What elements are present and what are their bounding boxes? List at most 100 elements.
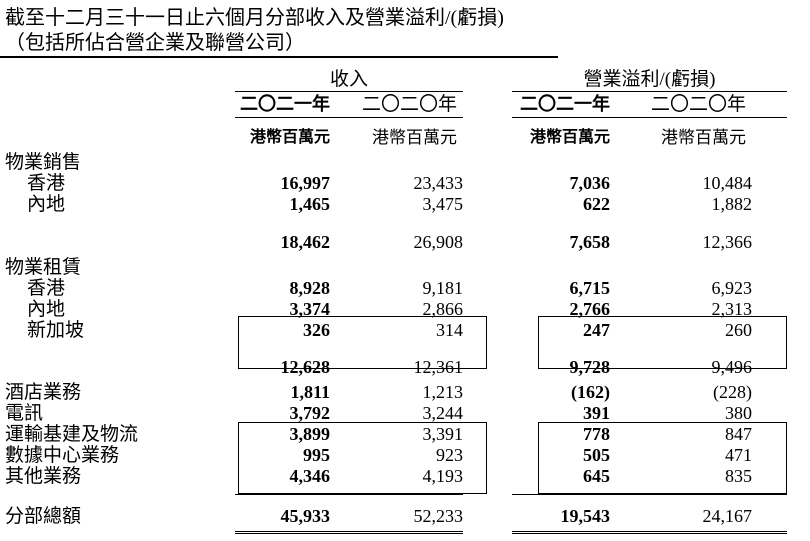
row-label: 酒店業務: [5, 382, 82, 403]
operating-2020-value: 260: [725, 320, 752, 340]
page-title: 截至十二月三十一日止六個月分部收入及營業溢利/(虧損): [5, 7, 504, 29]
group-gap: [463, 445, 512, 466]
row-label: 新加坡: [27, 320, 85, 341]
row-label: 數據中心業務: [5, 445, 120, 466]
operating-rule: [512, 494, 787, 495]
trailing-spacer: [752, 445, 787, 466]
table-row: 物業銷售: [0, 152, 810, 173]
revenue-2020-value: 9,181: [422, 278, 464, 298]
row-label: 電訊: [5, 403, 44, 424]
row-label: 香港: [27, 173, 66, 194]
revenue-2021-value: 16,997: [280, 173, 331, 193]
group-gap: [463, 126, 512, 150]
group-gap: [463, 299, 512, 320]
revenue-2021-value: 1,465: [289, 194, 331, 214]
group-gap: [463, 278, 512, 299]
revenue-2021-value: 8,928: [289, 278, 331, 298]
operating-2020-value: 9,496: [711, 357, 753, 377]
operating-2021-value: 7,036: [569, 173, 611, 193]
table-row: 數據中心業務 995 923 505 471: [0, 445, 810, 466]
trailing-spacer: [752, 232, 787, 253]
row-label: 物業銷售: [5, 152, 82, 173]
revenue-2021-value: 326: [303, 320, 330, 340]
group-gap: [463, 232, 512, 253]
year-header-revenue-2020: 二〇二〇年: [361, 94, 457, 115]
trailing-spacer: [752, 506, 787, 527]
group-gap: [463, 506, 512, 527]
revenue-2020-value: 3,244: [422, 403, 464, 423]
revenue-2020-value: 3,475: [422, 194, 464, 214]
row-label: 其他業務: [5, 466, 82, 487]
operating-2021-value: 622: [583, 194, 610, 214]
row-label: [0, 357, 235, 378]
group-gap: [463, 92, 512, 118]
operating-2021-value: 391: [583, 403, 610, 423]
operating-2020-value: 24,167: [702, 506, 753, 526]
group-header-revenue: 收入: [235, 68, 463, 92]
row-label: [0, 232, 235, 253]
group-gap: [463, 466, 512, 487]
operating-2020-value: (228): [713, 382, 752, 402]
operating-2020-value: 471: [725, 445, 752, 465]
year-header-operating-2020: 二〇二〇年: [650, 94, 746, 115]
operating-double-rule: [512, 531, 787, 534]
operating-2020-value: 835: [725, 466, 752, 486]
trailing-spacer: [752, 173, 787, 194]
unit-header-revenue-2021: 港幣百萬元: [249, 129, 330, 146]
trailing-spacer: [752, 278, 787, 299]
operating-2020-value: 847: [725, 424, 752, 444]
report-title-block: 截至十二月三十一日止六個月分部收入及營業溢利/(虧損) （包括所佔合營企業及聯營…: [0, 6, 558, 58]
revenue-2020-value: 2,866: [422, 299, 464, 319]
unit-header-operating-2020: 港幣百萬元: [661, 128, 746, 147]
table-row: 酒店業務 1,811 1,213 (162) (228): [0, 382, 810, 403]
table-row: 內地 3,374 2,866 2,766 2,313: [0, 299, 810, 320]
table-row: 18,462 26,908 7,658 12,366: [0, 232, 810, 253]
operating-2020-value: 2,313: [711, 299, 753, 319]
revenue-2020-value: 52,233: [413, 506, 464, 526]
revenue-2021-value: 995: [303, 445, 330, 465]
trailing-spacer: [752, 424, 787, 445]
operating-2021-value: (162): [571, 382, 610, 402]
revenue-2021-value: 1,811: [290, 382, 330, 402]
revenue-2020-value: 12,361: [413, 357, 464, 377]
operating-2021-value: 19,543: [560, 506, 611, 526]
revenue-rule: [235, 494, 463, 495]
revenue-2021-value: 4,346: [289, 466, 331, 486]
unit-header-revenue-2020: 港幣百萬元: [372, 128, 457, 147]
group-gap: [463, 320, 512, 341]
group-gap: [463, 173, 512, 194]
revenue-2021-value: 3,374: [289, 299, 331, 319]
operating-2021-value: 6,715: [569, 278, 611, 298]
operating-2021-value: 247: [583, 320, 610, 340]
revenue-2021-value: 3,792: [289, 403, 331, 423]
group-gap: [463, 382, 512, 403]
trailing-spacer: [752, 403, 787, 424]
trailing-spacer: [752, 382, 787, 403]
trailing-spacer: [752, 466, 787, 487]
revenue-2020-value: 26,908: [413, 232, 464, 252]
revenue-2020-value: 23,433: [413, 173, 464, 193]
group-gap: [463, 194, 512, 215]
group-gap: [463, 424, 512, 445]
year-header-operating-2021: 二〇二一年: [520, 94, 610, 114]
row-label: 香港: [27, 278, 66, 299]
group-gap: [463, 403, 512, 424]
operating-2021-value: 505: [583, 445, 610, 465]
row-label: 物業租賃: [5, 257, 82, 278]
group-header-operating-profit: 營業溢利/(虧損): [512, 68, 787, 92]
revenue-2021-value: 18,462: [280, 232, 331, 252]
revenue-2021-value: 12,628: [280, 357, 331, 377]
operating-2021-value: 2,766: [569, 299, 611, 319]
column-group-header-row: 收入 營業溢利/(虧損): [0, 68, 810, 92]
operating-2021-value: 778: [583, 424, 610, 444]
table-row: 電訊 3,792 3,244 391 380: [0, 403, 810, 424]
operating-2020-value: 1,882: [711, 194, 753, 214]
trailing-spacer: [752, 299, 787, 320]
table-row: 物業租賃: [0, 257, 810, 278]
revenue-2021-value: 3,899: [289, 424, 331, 444]
label-column-spacer: [0, 126, 235, 150]
table-row: 香港 16,997 23,433 7,036 10,484: [0, 173, 810, 194]
operating-2021-value: 9,728: [569, 357, 611, 377]
revenue-double-rule: [235, 531, 463, 534]
